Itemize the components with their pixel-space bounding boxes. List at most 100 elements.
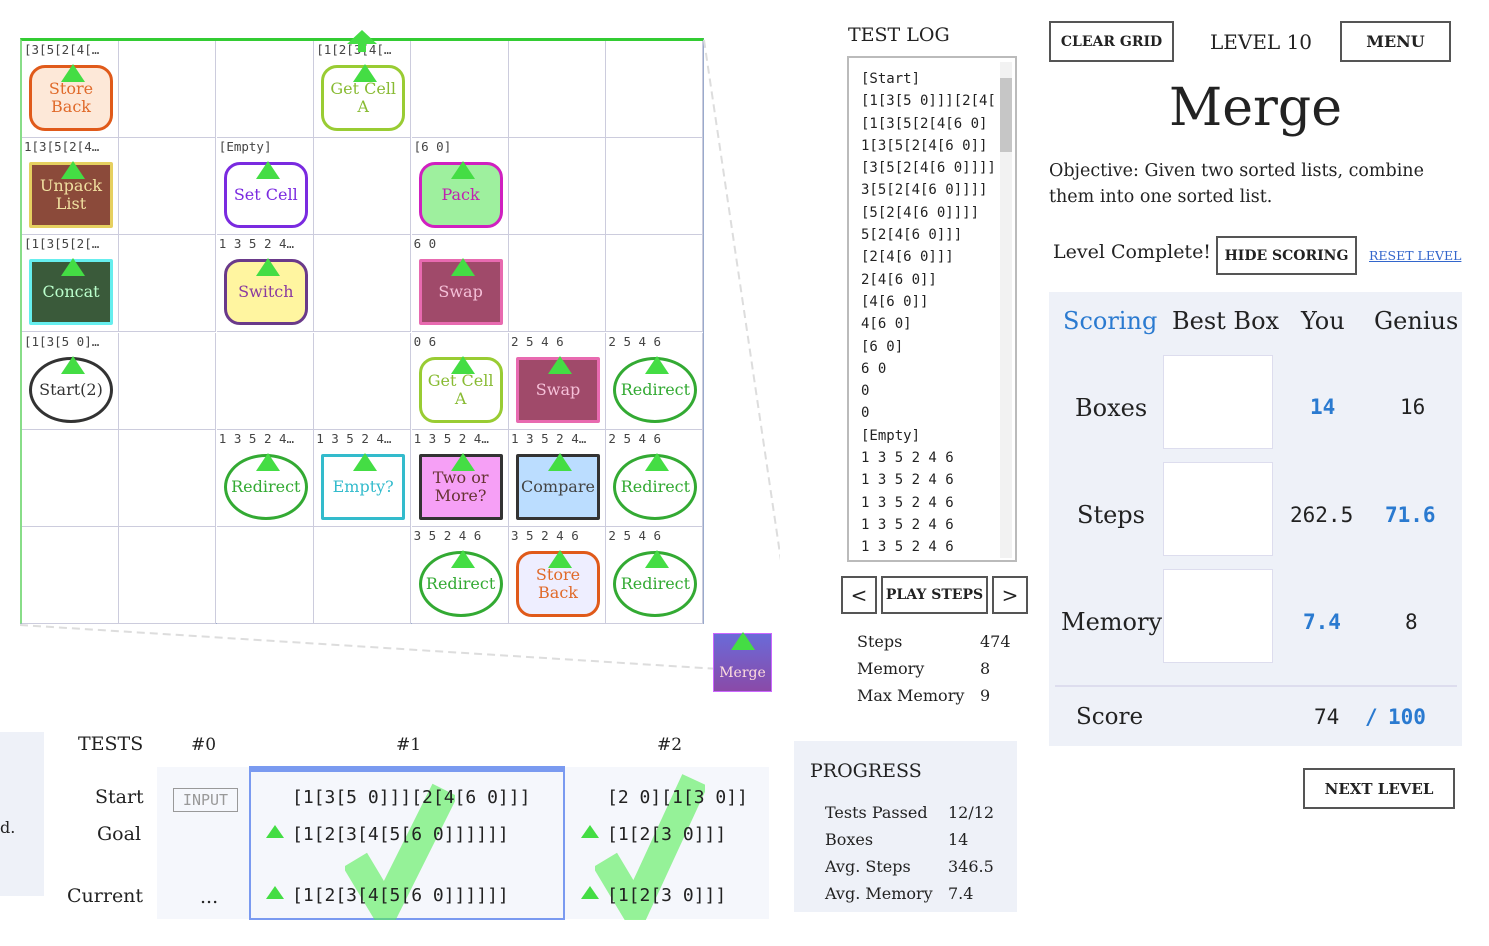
- grid-cell[interactable]: [314, 332, 412, 430]
- program-box[interactable]: Two or More?: [418, 452, 503, 520]
- grid-cell[interactable]: [6 0] Pack: [411, 138, 509, 236]
- up-arrow-icon: [731, 632, 755, 650]
- grid-cell[interactable]: 2 5 4 6 Swap: [509, 332, 606, 430]
- program-box-label: Swap: [438, 282, 483, 302]
- play-steps-button[interactable]: PLAY STEPS: [881, 576, 988, 614]
- grid-cell[interactable]: [119, 332, 217, 430]
- program-box[interactable]: Swap: [418, 258, 503, 326]
- grid-cell[interactable]: 1 3 5 2 4… Switch: [216, 235, 314, 333]
- input-button[interactable]: INPUT: [173, 788, 238, 812]
- merge-box[interactable]: Merge: [713, 632, 772, 692]
- program-box[interactable]: Redirect: [223, 452, 308, 520]
- grid-cell[interactable]: [22, 527, 119, 624]
- program-box[interactable]: Get Cell A: [418, 355, 503, 423]
- grid-cell[interactable]: [314, 527, 412, 624]
- program-box[interactable]: Swap: [516, 355, 600, 423]
- grid-cell[interactable]: [119, 429, 217, 527]
- program-box-label: Get Cell A: [427, 370, 494, 408]
- program-box[interactable]: Switch: [223, 258, 308, 326]
- log-scroll-thumb[interactable]: [1000, 78, 1012, 152]
- grid-cell[interactable]: [1[3[5[2[… Concat: [22, 235, 119, 333]
- program-box[interactable]: Pack: [418, 161, 503, 229]
- grid-cell[interactable]: 1 3 5 2 4… Redirect: [216, 429, 314, 527]
- grid-cell[interactable]: [119, 235, 217, 333]
- grid-cell[interactable]: [119, 138, 217, 236]
- menu-button[interactable]: MENU: [1340, 21, 1451, 62]
- best-box-thumbnail[interactable]: [1163, 355, 1273, 449]
- log-line: 1 3 5 2 4 6: [861, 450, 954, 467]
- test-2-current: [1[2[3 0]]]: [607, 885, 727, 906]
- test-col-0[interactable]: #0: [191, 735, 217, 755]
- objective-text: Objective: Given two sorted lists, combi…: [1049, 161, 1424, 207]
- log-line: 1 3 5 2 4 6: [861, 494, 954, 511]
- grid-cell[interactable]: [119, 41, 217, 138]
- hide-scoring-button[interactable]: HIDE SCORING: [1216, 236, 1357, 275]
- grid-cell[interactable]: 0 6 Get Cell A: [411, 332, 509, 430]
- log-line: [3[5[2[4[6 0]]]]: [861, 160, 996, 177]
- grid-cell[interactable]: [119, 527, 217, 624]
- up-arrow-icon: [255, 258, 280, 277]
- program-box-label: Store Back: [535, 565, 581, 602]
- grid-cell[interactable]: 3 5 2 4 6 Store Back: [509, 527, 606, 624]
- grid-cell[interactable]: [314, 138, 412, 236]
- grid-cell[interactable]: [216, 332, 314, 430]
- grid-cell[interactable]: [22, 429, 119, 527]
- program-box[interactable]: Redirect: [613, 452, 698, 520]
- score-slash: /: [1365, 705, 1378, 729]
- grid-cell[interactable]: [411, 41, 509, 138]
- clear-grid-button[interactable]: CLEAR GRID: [1049, 21, 1174, 62]
- grid-cell[interactable]: [606, 41, 704, 138]
- grid-cell[interactable]: [606, 235, 704, 333]
- program-box[interactable]: Start(2): [29, 355, 113, 423]
- program-box-label: Redirect: [620, 574, 691, 593]
- tests-title: TESTS: [78, 733, 144, 755]
- program-box[interactable]: Concat: [29, 258, 113, 326]
- program-box[interactable]: Redirect: [418, 550, 503, 617]
- grid-cell[interactable]: [606, 138, 704, 236]
- grid-cell[interactable]: 1 3 5 2 4… Compare: [509, 429, 606, 527]
- prev-step-button[interactable]: <: [841, 576, 877, 614]
- grid-cell[interactable]: [3[5[2[4[… Store Back: [22, 41, 119, 138]
- grid-cell[interactable]: 1 3 5 2 4… Two or More?: [411, 429, 509, 527]
- log-scrollbar[interactable]: [1000, 62, 1012, 558]
- program-box[interactable]: Set Cell: [223, 161, 308, 229]
- program-box[interactable]: Redirect: [613, 550, 698, 617]
- test-log[interactable]: [Start] [1[3[5 0]]][2[4[[1[3[5[2[4[6 0] 1[…: [847, 56, 1017, 562]
- grid-cell[interactable]: [216, 41, 314, 138]
- grid-cell[interactable]: [1[3[5 0]… Start(2): [22, 332, 119, 430]
- best-steps-thumbnail[interactable]: [1163, 462, 1273, 556]
- grid-cell[interactable]: 3 5 2 4 6 Redirect: [411, 527, 509, 624]
- grid-cell[interactable]: [1[2[3[4[… Get Cell A: [314, 41, 412, 138]
- program-grid[interactable]: [3[5[2[4[… Store Back [1[2[3[4[… Get Cell A…: [20, 38, 704, 624]
- grid-cell[interactable]: 1 3 5 2 4… Empty?: [314, 429, 412, 527]
- program-box[interactable]: Compare: [516, 452, 600, 520]
- grid-cell[interactable]: 6 0 Swap: [411, 235, 509, 333]
- grid-cell[interactable]: [509, 235, 606, 333]
- grid-cell[interactable]: 1[3[5[2[4… Unpack List: [22, 138, 119, 236]
- grid-cell[interactable]: [314, 235, 412, 333]
- best-memory-thumbnail[interactable]: [1163, 569, 1273, 663]
- next-level-button[interactable]: NEXT LEVEL: [1303, 768, 1455, 809]
- test-col-2[interactable]: #2: [657, 735, 683, 755]
- program-box[interactable]: Empty?: [321, 452, 406, 520]
- grid-cell[interactable]: [509, 41, 606, 138]
- goal-row-label: Goal: [97, 823, 142, 845]
- grid-cell[interactable]: [Empty] Set Cell: [216, 138, 314, 236]
- program-box[interactable]: Store Back: [516, 550, 600, 617]
- program-box[interactable]: Store Back: [29, 64, 113, 131]
- test-col-1[interactable]: #1: [396, 735, 422, 755]
- grid-cell[interactable]: 2 5 4 6 Redirect: [606, 527, 704, 624]
- grid-cell[interactable]: [216, 527, 314, 624]
- stat-value: 9: [980, 686, 991, 705]
- grid-cell[interactable]: 2 5 4 6 Redirect: [606, 332, 704, 430]
- program-box[interactable]: Get Cell A: [321, 64, 406, 131]
- grid-cell[interactable]: 2 5 4 6 Redirect: [606, 429, 704, 527]
- reset-level-link[interactable]: RESET LEVEL: [1369, 248, 1462, 263]
- grid-cell[interactable]: [509, 138, 606, 236]
- program-box[interactable]: Unpack List: [29, 161, 113, 229]
- stat-label: Memory: [857, 659, 925, 678]
- log-line: 0: [861, 405, 870, 422]
- program-box[interactable]: Redirect: [613, 355, 698, 423]
- progress-title: PROGRESS: [810, 760, 922, 782]
- next-step-button[interactable]: >: [992, 576, 1028, 614]
